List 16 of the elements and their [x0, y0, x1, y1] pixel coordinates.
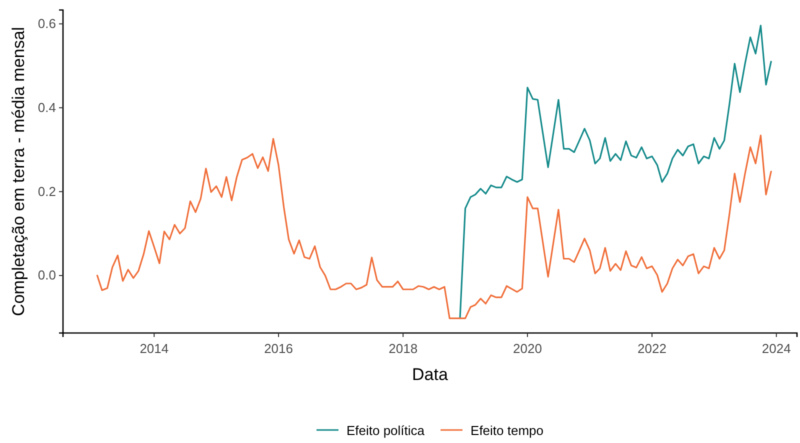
x-tick-label: 2024 — [762, 341, 791, 356]
y-tick-label: 0.4 — [38, 100, 56, 115]
y-tick-label: 0.6 — [38, 16, 56, 32]
y-tick-label: 0.2 — [38, 184, 56, 199]
line-series — [96, 134, 772, 320]
legend-label: Efeito política — [346, 423, 426, 438]
y-axis-title: Completação em terra - média mensal — [9, 26, 28, 316]
line-series — [459, 24, 772, 320]
legend-label: Efeito tempo — [470, 423, 544, 438]
x-tick-label: 2014 — [140, 341, 169, 356]
x-tick-label: 2020 — [512, 341, 542, 356]
x-tick-label: 2018 — [388, 341, 418, 356]
x-tick-label: 2022 — [638, 341, 666, 356]
x-tick-label: 2016 — [264, 341, 293, 356]
x-axis-title: Data — [412, 365, 448, 384]
y-tick-label: 0.0 — [38, 268, 56, 283]
